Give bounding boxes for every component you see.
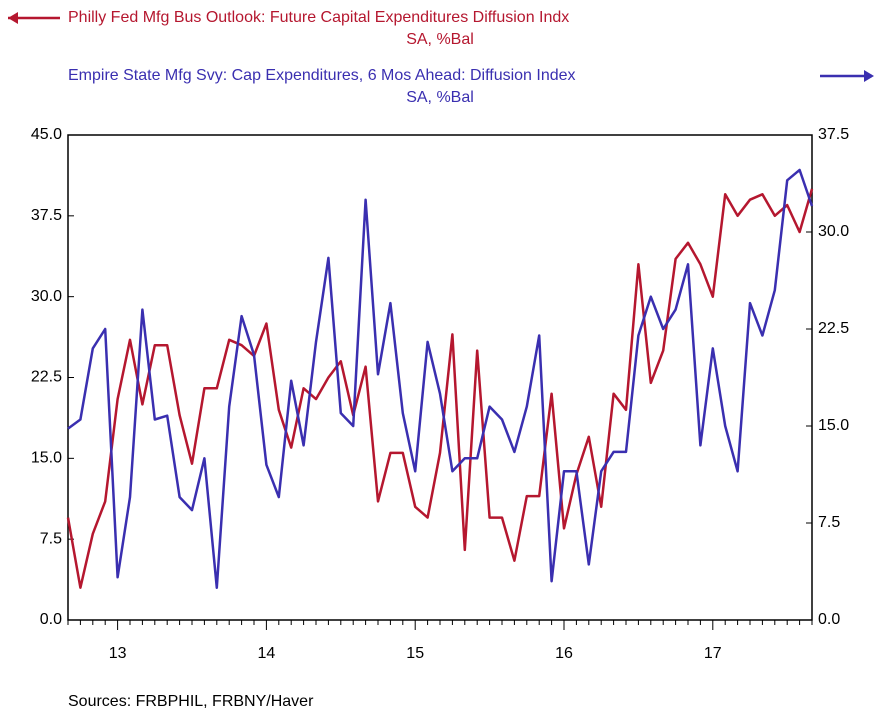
legend-label: Empire State Mfg Svy: Cap Expenditures, … bbox=[68, 67, 576, 84]
y-tick-label: 15.0 bbox=[31, 450, 62, 467]
legend-units: SA, %Bal bbox=[406, 31, 474, 48]
legend-arrowhead-left bbox=[8, 12, 18, 24]
legend-label: Philly Fed Mfg Bus Outlook: Future Capit… bbox=[68, 9, 569, 26]
legend-arrowhead-right bbox=[864, 70, 874, 82]
x-tick-label: 13 bbox=[109, 645, 127, 662]
series-line bbox=[66, 188, 814, 589]
y-tick-label: 37.5 bbox=[31, 207, 62, 224]
y-tick-label: 45.0 bbox=[31, 126, 62, 143]
y2-tick-label: 7.5 bbox=[818, 514, 840, 531]
y-tick-label: 30.0 bbox=[31, 288, 62, 305]
y-tick-label: 0.0 bbox=[40, 611, 62, 628]
y-tick-label: 22.5 bbox=[31, 369, 62, 386]
y2-tick-label: 30.0 bbox=[818, 223, 849, 240]
series-line bbox=[67, 168, 814, 589]
x-tick-label: 14 bbox=[258, 645, 276, 662]
y2-tick-label: 15.0 bbox=[818, 417, 849, 434]
source: Sources: FRBPHIL, FRBNY/Haver bbox=[68, 693, 314, 710]
y2-tick-label: 0.0 bbox=[818, 611, 840, 628]
plot-frame bbox=[67, 134, 813, 621]
y-tick-label: 7.5 bbox=[40, 530, 62, 547]
x-tick-label: 15 bbox=[406, 645, 424, 662]
y2-tick-label: 37.5 bbox=[818, 126, 849, 143]
x-tick-label: 17 bbox=[704, 645, 722, 662]
y2-tick-label: 22.5 bbox=[818, 320, 849, 337]
legend-units: SA, %Bal bbox=[406, 89, 474, 106]
x-tick-label: 16 bbox=[555, 645, 573, 662]
